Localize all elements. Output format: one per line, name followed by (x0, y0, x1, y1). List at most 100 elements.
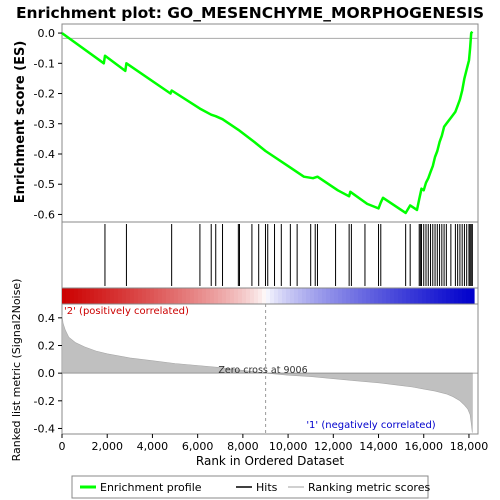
gradient-cell (90, 288, 95, 304)
chart-title: Enrichment plot: GO_MESENCHYME_MORPHOGEN… (16, 4, 484, 22)
gradient-cell (162, 288, 167, 304)
gradient-cell (306, 288, 311, 304)
gradient-cell (82, 288, 87, 304)
gradient-cell (258, 288, 263, 304)
gradient-cell (214, 288, 219, 304)
x-tick-label: 0 (59, 440, 66, 453)
gradient-cell (386, 288, 391, 304)
x-tick-label: 10,000 (269, 440, 308, 453)
gradient-cell (230, 288, 235, 304)
gradient-cell (146, 288, 151, 304)
es-y-tick-label: -0.1 (34, 57, 55, 70)
x-tick-label: 6,000 (182, 440, 214, 453)
gradient-cell (350, 288, 355, 304)
x-tick-label: 12,000 (314, 440, 353, 453)
legend-label-ranking: Ranking metric scores (308, 481, 430, 494)
gradient-cell (114, 288, 119, 304)
gradient-cell (78, 288, 83, 304)
gradient-cell (414, 288, 419, 304)
x-axis: 0 2,000 4,000 6,000 8,000 10,000 12,000 14,000 1… (59, 434, 488, 453)
gradient-cell (130, 288, 135, 304)
gradient-cell (318, 288, 323, 304)
gradient-cell (254, 288, 259, 304)
es-series-line (61, 30, 474, 215)
x-tick-label: 4,000 (137, 440, 169, 453)
gradient-cell (150, 288, 155, 304)
gradient-cell (446, 288, 451, 304)
x-tick-label: 8,000 (227, 440, 259, 453)
es-line-layer (61, 30, 474, 215)
gradient-cell (418, 288, 423, 304)
gradient-cell (98, 288, 103, 304)
gradient-cell (202, 288, 207, 304)
gradient-cell (246, 288, 251, 304)
es-y-tick-label: -0.6 (34, 208, 55, 221)
gradient-cell (142, 288, 147, 304)
gradient-cell (286, 288, 291, 304)
gradient-cell (430, 288, 435, 304)
gradient-cell (462, 288, 467, 304)
gradient-cell (422, 288, 427, 304)
gradient-cell (194, 288, 199, 304)
gradient-cell (238, 288, 243, 304)
rank-plot-frame (61, 303, 479, 435)
gradient-cell (406, 288, 411, 304)
gradient-cell (102, 288, 107, 304)
es-y-tick-label: -0.4 (34, 148, 55, 161)
gradient-cell (294, 288, 299, 304)
gradient-cell (310, 288, 315, 304)
gradient-cell (302, 288, 307, 304)
gradient-cell (458, 288, 463, 304)
gradient-cell (326, 288, 331, 304)
gradient-cell (210, 288, 215, 304)
gradient-cell (394, 288, 399, 304)
x-axis-label: Rank in Ordered Dataset (196, 454, 344, 468)
gradient-cell (158, 288, 163, 304)
hits-layer (104, 224, 473, 286)
gradient-cell (298, 288, 303, 304)
gradient-cell (118, 288, 123, 304)
es-panel: 0.0 -0.1 -0.2 -0.3 -0.4 -0.5 -0.6 Enrichment s… (13, 23, 479, 223)
gradient-cell (342, 288, 347, 304)
x-tick-label: 16,000 (404, 440, 443, 453)
gradient-cell (370, 288, 375, 304)
rank-y-tick-label: -0.2 (34, 395, 55, 408)
gradient-cell (270, 288, 275, 304)
gradient-cell (266, 288, 271, 304)
gradient-cell (354, 288, 359, 304)
gradient-cell (62, 288, 67, 304)
gradient-cell (182, 288, 187, 304)
gradient-cell (466, 288, 471, 304)
gradient-cell (410, 288, 415, 304)
gradient-cell (374, 288, 379, 304)
gradient-cell (134, 288, 139, 304)
gradient-cell (314, 288, 319, 304)
es-y-axis-label: Enrichment score (ES) (13, 41, 28, 204)
gradient-cell (290, 288, 295, 304)
zero-cross-label: Zero cross at 9006 (218, 365, 307, 376)
rank-y-tick-label: 0.2 (38, 339, 56, 352)
rank-panel: 0.4 0.2 0.0 -0.2 -0.4 Zero cross at 9006 '2'… (10, 279, 479, 462)
hits-panel (61, 221, 479, 289)
gradient-cell (338, 288, 343, 304)
x-tick-label: 2,000 (91, 440, 123, 453)
rank-y-axis-label: Ranked list metric (Signal2Noise) (10, 279, 23, 462)
legend-label-enrichment: Enrichment profile (100, 481, 202, 494)
legend-label-hits: Hits (256, 481, 278, 494)
gradient-cell (206, 288, 211, 304)
gradient-cell (274, 288, 279, 304)
gradient-cell (330, 288, 335, 304)
gradient-cell (126, 288, 131, 304)
legend-item-enrichment: Enrichment profile (80, 481, 202, 494)
gradient-cell (222, 288, 227, 304)
legend-item-ranking: Ranking metric scores (288, 481, 430, 494)
rank-y-tick-label: 0.4 (38, 312, 56, 325)
negative-correlation-label: '1' (negatively correlated) (306, 420, 435, 431)
gradient-layer (62, 288, 475, 304)
gradient-cell (358, 288, 363, 304)
es-y-tick-label: 0.0 (38, 27, 56, 40)
gradient-cell (442, 288, 447, 304)
rank-y-tick-label: 0.0 (38, 367, 56, 380)
hits-frame (61, 221, 479, 289)
